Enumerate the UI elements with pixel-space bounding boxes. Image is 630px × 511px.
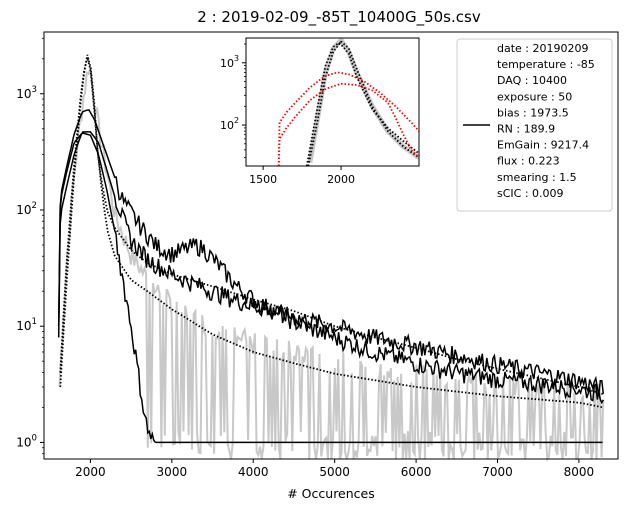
inset-series-0: [307, 36, 421, 163]
main-x-tick-label: 5000: [319, 465, 350, 479]
main-series-1: [57, 109, 604, 405]
main-y-tick-label: 103: [16, 85, 37, 101]
main-y-tick-label: 100: [16, 433, 37, 449]
legend-entry: smearing : 1.5: [497, 171, 577, 184]
inset-series-1: [307, 40, 420, 167]
inset-frame: [245, 37, 420, 167]
legend-entry: flux : 0.223: [497, 155, 560, 168]
inset-black-dotted-line: [307, 40, 420, 167]
main-black-solid-narrow-line: [57, 132, 603, 444]
inset-series-2: [305, 42, 420, 167]
legend-entry: exposure : 50: [497, 90, 572, 103]
legend-entry: DAQ : 10400: [497, 74, 567, 87]
legend-entry: RN : 189.9: [497, 123, 555, 136]
inset-red-dotted-line: [277, 71, 420, 167]
legend-entry: temperature : -85: [497, 58, 595, 71]
inset-red-dotted-line: [277, 82, 420, 167]
main-x-tick-label: 6000: [401, 465, 432, 479]
main-x-tick-label: 4000: [238, 465, 269, 479]
inset-background: [246, 38, 419, 166]
inset-x-tick-label: 1500: [249, 173, 277, 186]
main-y-tick-label: 102: [16, 201, 37, 217]
chart-title: 2 : 2019-02-09_-85T_10400G_50s.csv: [197, 8, 481, 27]
inset-series-4: [277, 82, 420, 167]
main-black-solid-peaked-line: [57, 109, 604, 405]
main-y-tick-label: 101: [16, 317, 37, 333]
inset-band-line: [307, 36, 421, 163]
inset-y-tick-label: 102: [220, 116, 239, 132]
inset-x-tick-label: 2000: [327, 173, 355, 186]
main-plot: 2000 3000 4000 5000 6000 7000 8000 100 101 102 103: [16, 37, 605, 479]
inset-series-3: [277, 71, 420, 167]
inset-black-dotted-line: [305, 42, 420, 167]
x-axis-label: # Occurences: [287, 486, 375, 501]
main-plot-frame: [43, 31, 619, 460]
legend-entry: bias : 1973.5: [497, 106, 569, 119]
inset-y-tick-label: 103: [220, 54, 239, 70]
main-x-tick-label: 3000: [157, 465, 188, 479]
main-x-tick-label: 2000: [75, 465, 106, 479]
legend: date : 20190209 temperature : -85 DAQ : 10…: [456, 38, 613, 212]
legend-entry: sCIC : 0.009: [497, 187, 564, 200]
main-x-tick-label: 7000: [482, 465, 513, 479]
main-x-tick-label: 8000: [564, 465, 595, 479]
legend-box: [456, 38, 613, 212]
legend-entry: date : 20190209: [497, 42, 589, 55]
main-series-3: [57, 132, 603, 444]
inset-plot: 1500 2000 102 103: [220, 36, 421, 186]
legend-entry: EmGain : 9217.4: [497, 139, 589, 152]
